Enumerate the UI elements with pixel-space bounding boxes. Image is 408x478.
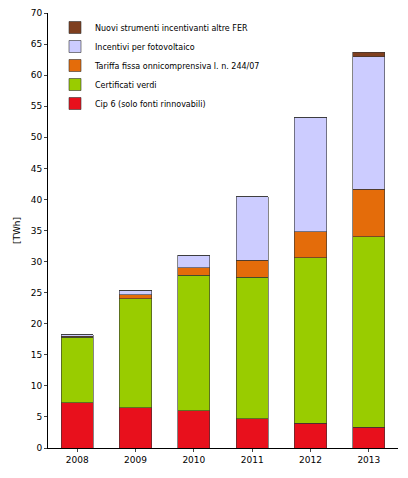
- svg-text:Incentivi per fotovoltaico: Incentivi per fotovoltaico: [95, 43, 195, 52]
- svg-text:2011: 2011: [241, 455, 264, 465]
- svg-text:Tariffa fissa onnicomprensiva: Tariffa fissa onnicomprensiva l. n. 244/…: [94, 62, 259, 71]
- svg-text:Cip 6 (solo fonti rinnovabili): Cip 6 (solo fonti rinnovabili): [95, 100, 206, 109]
- svg-text:55: 55: [31, 101, 42, 111]
- svg-text:2013: 2013: [357, 455, 380, 465]
- svg-text:2012: 2012: [299, 455, 322, 465]
- svg-text:Nuovi strumenti incentivanti a: Nuovi strumenti incentivanti altre FER: [95, 24, 248, 33]
- svg-text:35: 35: [31, 226, 42, 236]
- svg-text:[TWh]: [TWh]: [12, 217, 22, 244]
- svg-text:2008: 2008: [66, 455, 89, 465]
- svg-text:20: 20: [31, 319, 43, 329]
- svg-text:70: 70: [31, 8, 43, 18]
- svg-text:10: 10: [31, 381, 43, 391]
- svg-text:Certificati verdi: Certificati verdi: [95, 81, 157, 90]
- svg-text:5: 5: [36, 412, 42, 422]
- svg-text:50: 50: [31, 132, 43, 142]
- svg-text:45: 45: [31, 164, 42, 174]
- svg-text:15: 15: [31, 350, 42, 360]
- svg-text:25: 25: [31, 288, 42, 298]
- svg-text:0: 0: [36, 443, 42, 453]
- svg-text:30: 30: [31, 257, 43, 267]
- svg-text:2009: 2009: [124, 455, 147, 465]
- svg-text:60: 60: [31, 70, 43, 80]
- svg-text:65: 65: [31, 39, 42, 49]
- svg-text:2010: 2010: [182, 455, 205, 465]
- svg-text:40: 40: [31, 195, 43, 205]
